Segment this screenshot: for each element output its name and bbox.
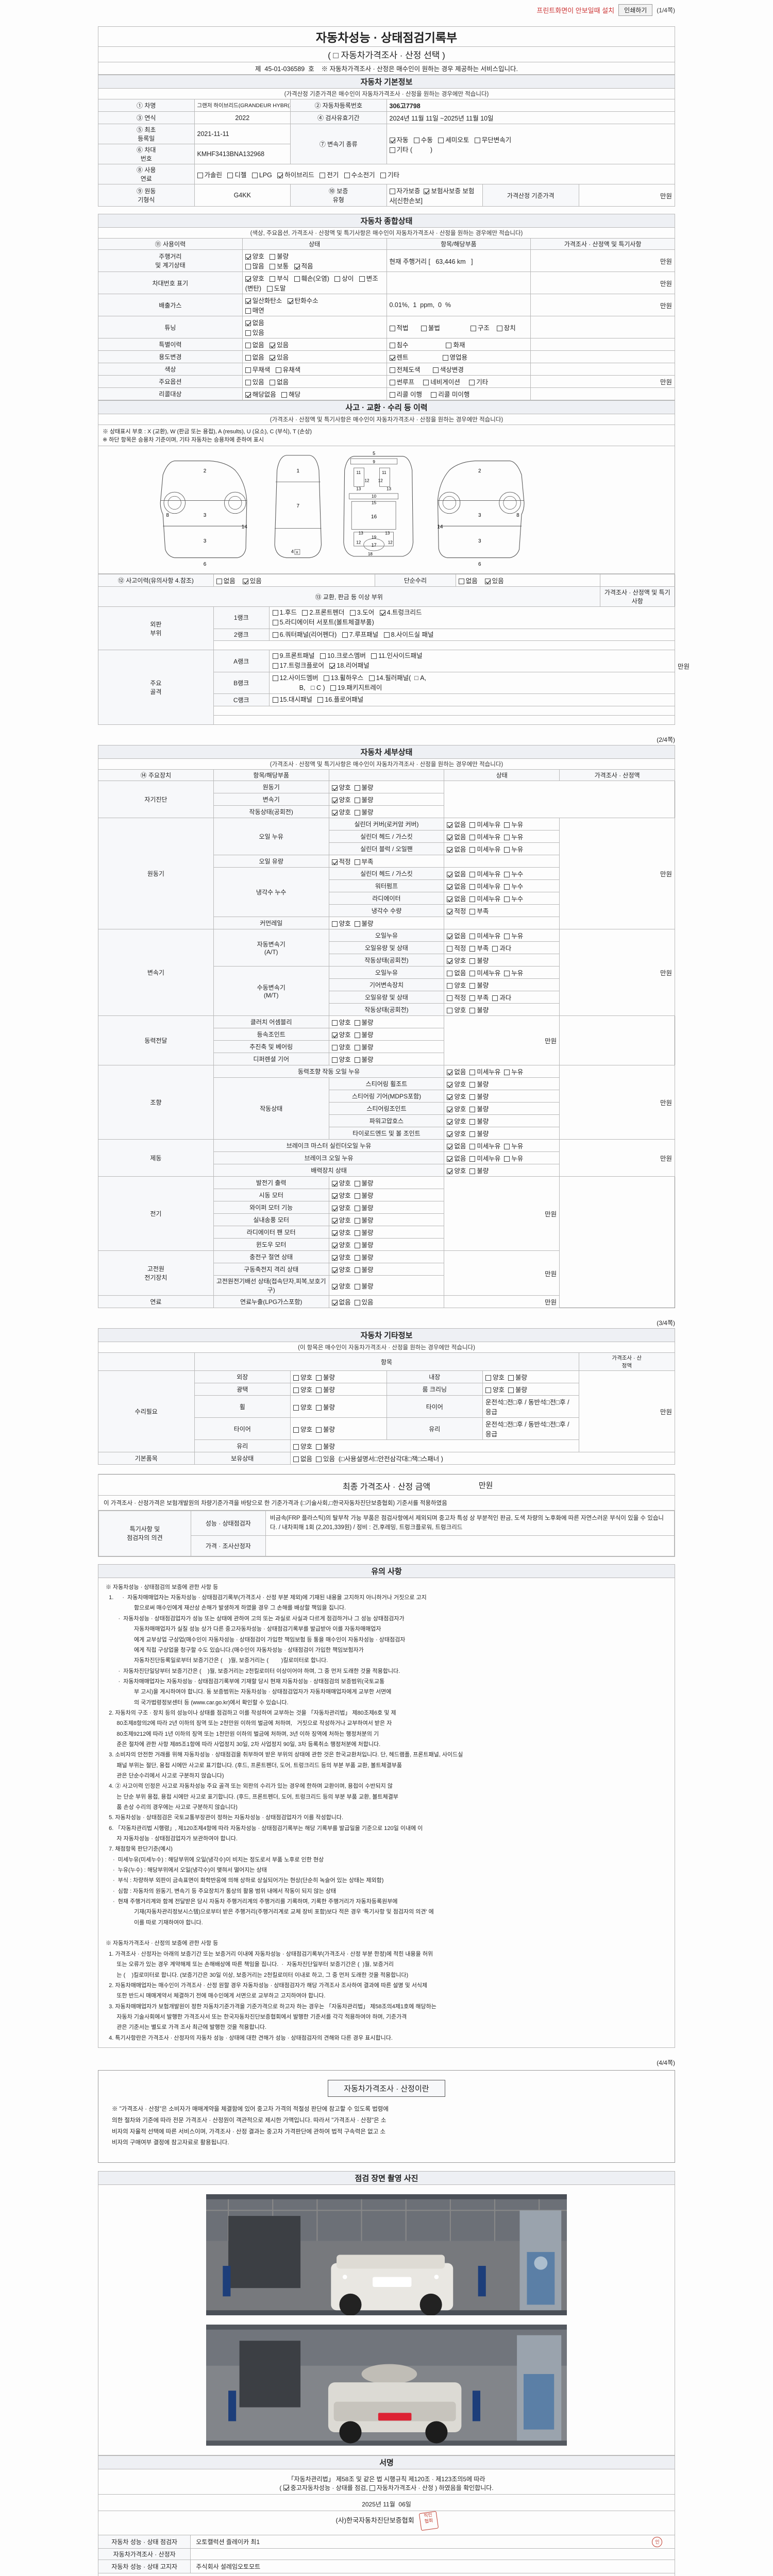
svg-text:10: 10 (372, 494, 377, 499)
svg-text:12: 12 (365, 478, 370, 483)
svg-text:13: 13 (385, 531, 390, 535)
svg-text:3: 3 (204, 513, 207, 518)
svg-text:6: 6 (478, 562, 481, 567)
svg-text:8: 8 (166, 513, 169, 518)
svg-text:9: 9 (373, 460, 375, 464)
svg-text:12: 12 (378, 478, 383, 483)
svg-text:3: 3 (204, 538, 207, 544)
svg-text:4: 4 (291, 549, 294, 554)
svg-text:3: 3 (478, 513, 481, 518)
svg-text:18: 18 (368, 552, 373, 556)
svg-text:1: 1 (297, 468, 300, 474)
svg-text:13: 13 (359, 531, 364, 535)
svg-text:2: 2 (478, 468, 481, 474)
svg-text:14: 14 (437, 524, 443, 530)
svg-text:5: 5 (373, 451, 375, 456)
svg-text:13: 13 (356, 487, 361, 492)
svg-text:3: 3 (478, 538, 481, 544)
svg-text:14: 14 (242, 524, 248, 530)
svg-text:6: 6 (204, 562, 207, 567)
svg-text:12: 12 (388, 540, 393, 545)
svg-text:17: 17 (372, 543, 377, 548)
svg-text:2: 2 (204, 468, 207, 474)
svg-text:11: 11 (357, 470, 361, 475)
svg-text:X: X (296, 550, 298, 554)
svg-text:19: 19 (372, 535, 377, 540)
svg-text:15: 15 (372, 501, 377, 505)
svg-text:11: 11 (382, 470, 386, 475)
svg-text:8: 8 (516, 513, 519, 518)
svg-text:13: 13 (386, 487, 392, 492)
svg-text:12: 12 (356, 540, 361, 545)
svg-text:7: 7 (297, 503, 300, 509)
svg-text:16: 16 (371, 514, 377, 520)
